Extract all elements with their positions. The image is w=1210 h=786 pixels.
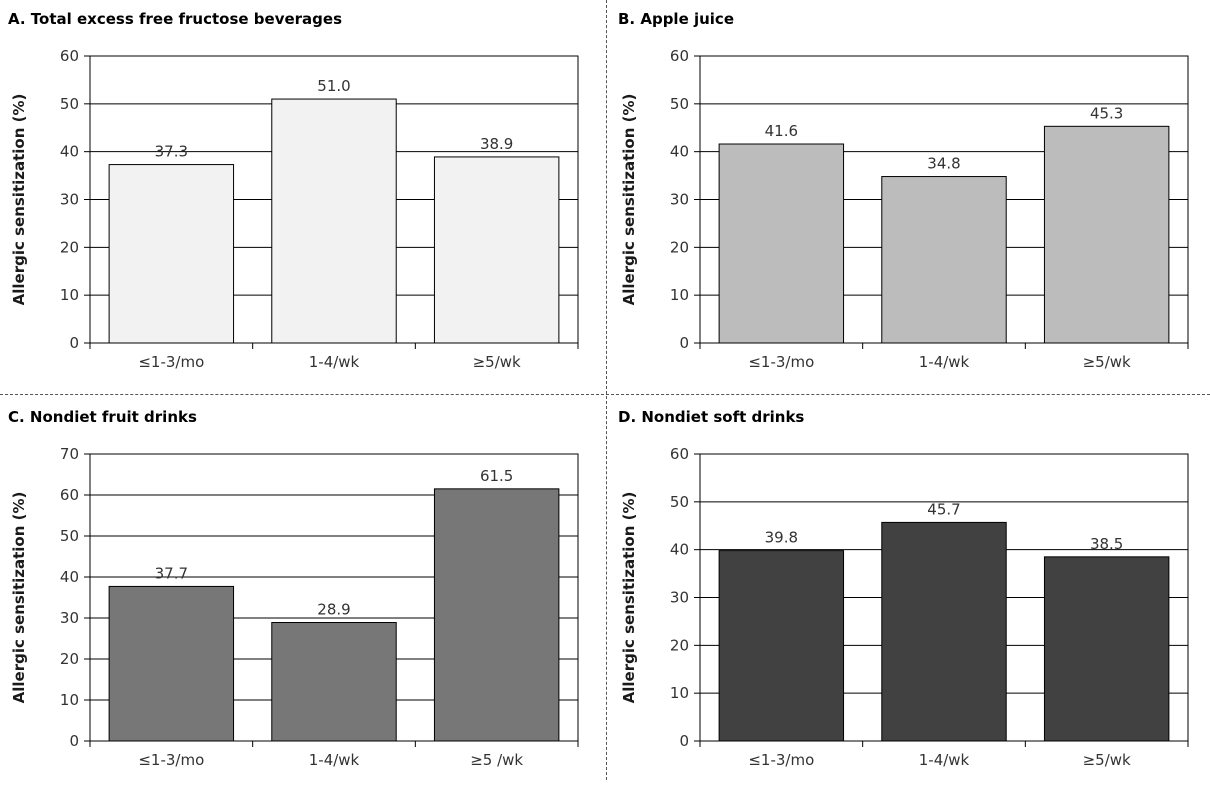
x-category-label: ≥5/wk xyxy=(473,353,521,371)
bar-value-label: 61.5 xyxy=(480,467,513,485)
y-tick-label: 60 xyxy=(670,445,689,463)
vertical-divider xyxy=(606,0,607,780)
bar-value-label: 51.0 xyxy=(317,77,350,95)
y-tick-label: 20 xyxy=(670,238,689,256)
y-tick-label: 20 xyxy=(60,238,79,256)
bar xyxy=(271,98,397,344)
y-tick-label: 30 xyxy=(60,609,79,627)
bar xyxy=(108,585,235,742)
chart-title: C. Nondiet fruit drinks xyxy=(8,408,197,426)
chart-title: B. Apple juice xyxy=(618,10,734,28)
chart-a: A. Total excess free fructose beverages 0… xyxy=(8,10,579,371)
bar-value-label: 45.3 xyxy=(1090,104,1123,122)
bar-value-label: 34.8 xyxy=(927,155,960,173)
y-axis-label: Allergic sensitization (%) xyxy=(10,492,28,704)
chart-d: D. Nondiet soft drinks 0 10 20 30 40 50 60 39.8 ≤… xyxy=(618,408,1189,769)
x-category-label: 1-4/wk xyxy=(919,353,970,371)
y-tick-label: 0 xyxy=(69,732,79,750)
y-tick-label: 70 xyxy=(60,445,79,463)
x-category-label: ≤1-3/mo xyxy=(138,751,204,769)
y-tick-label: 0 xyxy=(69,334,79,352)
bar-value-label: 38.9 xyxy=(480,135,513,153)
y-tick-label: 50 xyxy=(670,95,689,113)
bar xyxy=(108,164,235,344)
bar-value-label: 45.7 xyxy=(927,500,960,518)
y-tick-label: 50 xyxy=(60,95,79,113)
chart-c: C. Nondiet fruit drinks 0 10 20 30 40 50 60 70 37… xyxy=(8,408,579,769)
y-tick-label: 0 xyxy=(679,334,689,352)
x-category-label: ≥5 /wk xyxy=(470,751,523,769)
x-category-label: 1-4/wk xyxy=(919,751,970,769)
bar xyxy=(718,550,845,742)
x-category-label: 1-4/wk xyxy=(309,751,360,769)
y-tick-label: 60 xyxy=(670,47,689,65)
bar-value-label: 28.9 xyxy=(317,601,350,619)
x-category-label: ≤1-3/mo xyxy=(748,751,814,769)
y-tick-label: 10 xyxy=(670,286,689,304)
bar-value-label: 38.5 xyxy=(1090,535,1123,553)
y-tick-label: 10 xyxy=(60,691,79,709)
y-tick-label: 60 xyxy=(60,486,79,504)
x-category-label: 1-4/wk xyxy=(309,353,360,371)
bar xyxy=(881,521,1007,742)
bar-value-label: 37.7 xyxy=(155,564,188,582)
y-tick-label: 10 xyxy=(60,286,79,304)
y-tick-label: 40 xyxy=(60,143,79,161)
y-axis-label: Allergic sensitization (%) xyxy=(10,94,28,306)
chart-title: A. Total excess free fructose beverages xyxy=(8,10,342,28)
y-tick-label: 10 xyxy=(670,684,689,702)
panel-a: A. Total excess free fructose beverages 0… xyxy=(0,0,600,388)
bar xyxy=(1043,556,1170,742)
bar-value-label: 39.8 xyxy=(765,529,798,547)
bar xyxy=(433,156,560,344)
x-category-label: ≥5/wk xyxy=(1083,751,1131,769)
x-category-label: ≥5/wk xyxy=(1083,353,1131,371)
y-tick-label: 40 xyxy=(60,568,79,586)
x-category-label: ≤1-3/mo xyxy=(138,353,204,371)
chart-b: B. Apple juice 0 10 20 30 40 50 60 41.6 ≤1-3/mo 34… xyxy=(618,10,1189,371)
y-tick-label: 50 xyxy=(670,493,689,511)
bar xyxy=(433,488,560,742)
horizontal-divider xyxy=(0,394,1210,395)
bar xyxy=(718,143,845,344)
y-tick-label: 20 xyxy=(60,650,79,668)
y-tick-label: 0 xyxy=(679,732,689,750)
y-tick-label: 30 xyxy=(670,191,689,209)
panel-c: C. Nondiet fruit drinks 0 10 20 30 40 50 60 70 37… xyxy=(0,398,600,786)
y-tick-label: 40 xyxy=(670,541,689,559)
y-axis-label: Allergic sensitization (%) xyxy=(620,492,638,704)
y-tick-label: 40 xyxy=(670,143,689,161)
y-axis-label: Allergic sensitization (%) xyxy=(620,94,638,306)
bar xyxy=(271,622,397,742)
panel-b: B. Apple juice 0 10 20 30 40 50 60 41.6 ≤1-3/mo 34… xyxy=(610,0,1210,388)
chart-title: D. Nondiet soft drinks xyxy=(618,408,804,426)
bar xyxy=(1043,125,1170,344)
y-tick-label: 30 xyxy=(60,191,79,209)
y-tick-label: 20 xyxy=(670,636,689,654)
panel-d: D. Nondiet soft drinks 0 10 20 30 40 50 60 39.8 ≤… xyxy=(610,398,1210,786)
bar-value-label: 41.6 xyxy=(765,122,798,140)
y-tick-label: 50 xyxy=(60,527,79,545)
y-tick-label: 60 xyxy=(60,47,79,65)
bar xyxy=(881,176,1007,344)
bar-value-label: 37.3 xyxy=(155,143,188,161)
x-category-label: ≤1-3/mo xyxy=(748,353,814,371)
y-tick-label: 30 xyxy=(670,589,689,607)
